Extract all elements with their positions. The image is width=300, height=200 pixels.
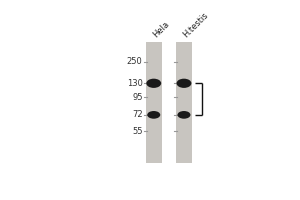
Ellipse shape [146,79,161,88]
Text: 55: 55 [132,127,142,136]
Ellipse shape [178,111,190,119]
Text: 130: 130 [127,79,142,88]
Text: 95: 95 [132,93,142,102]
Text: Hela: Hela [152,20,171,39]
Text: 72: 72 [132,110,142,119]
Bar [176,42,192,163]
Ellipse shape [176,79,191,88]
Bar [146,42,162,163]
Text: 250: 250 [127,57,142,66]
Ellipse shape [147,111,160,119]
Text: H.testis: H.testis [182,11,211,39]
